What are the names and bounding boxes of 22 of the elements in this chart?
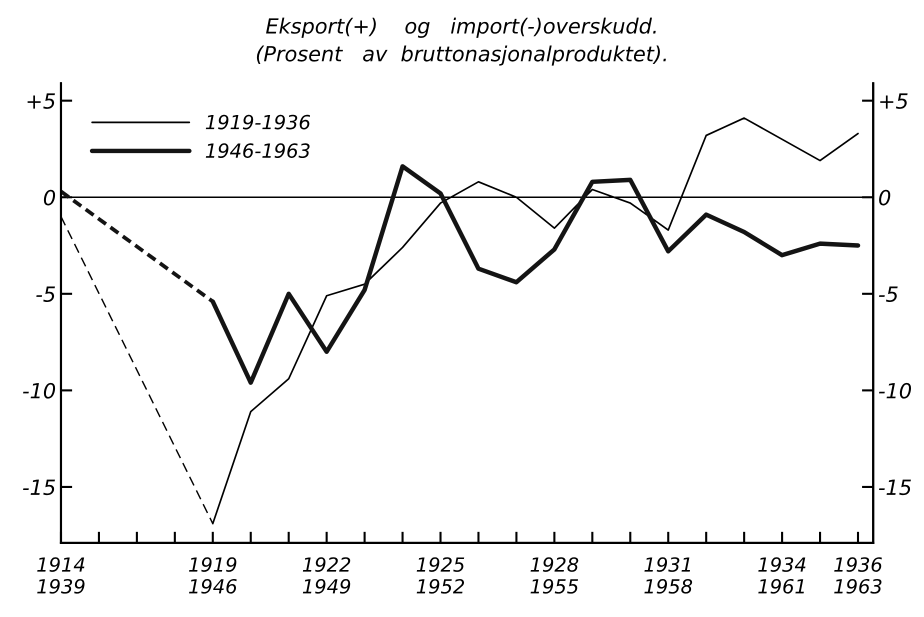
x-tick-label: 1934 1961	[758, 557, 806, 594]
x-tick-label: 1925 1952	[416, 557, 464, 594]
x-tick-label: 1919 1946	[189, 557, 237, 594]
legend-label: 1919-1936	[206, 114, 310, 130]
y-tick-label: -10	[23, 382, 56, 399]
x-tick-label: 1936 1963	[834, 557, 882, 594]
x-tick-label: 1928 1955	[530, 557, 578, 594]
legend-label: 1946-1963	[206, 143, 310, 158]
y-tick-label: -5	[36, 286, 55, 302]
y2-tick-label: -10	[878, 382, 912, 399]
y-tick-label: 0	[44, 190, 56, 206]
y-tick-label: -15	[23, 480, 55, 496]
x-tick-label: 1931 1958	[644, 557, 692, 594]
y2-tick-label: +5	[880, 93, 908, 109]
x-tick-label: 1914 1939	[37, 557, 85, 594]
y2-tick-label: 0	[879, 190, 890, 206]
x-tick-label: 1922 1949	[302, 557, 350, 594]
y-tick-label: +5	[28, 93, 55, 109]
chart-subtitle: (Prosent av bruttonasjonalproduktet).	[256, 45, 666, 66]
chart-title: Eksport(+) og import(-)overskudd.	[266, 18, 656, 38]
y2-tick-label: -15	[878, 480, 911, 496]
y2-tick-label: -5	[878, 286, 898, 302]
